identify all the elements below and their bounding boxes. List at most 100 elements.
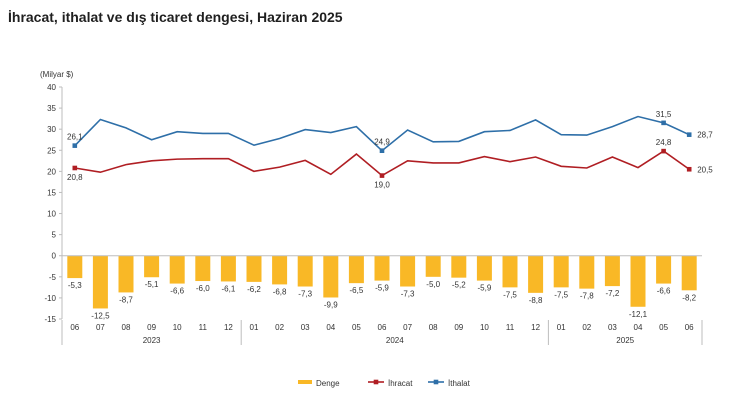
denge-bar [553, 255, 569, 288]
denge-data-label: -7,3 [298, 290, 312, 299]
y-tick-label: 10 [47, 210, 56, 219]
ihracat-marker [72, 165, 78, 171]
denge-data-label: -7,2 [606, 289, 620, 298]
denge-bar [656, 255, 672, 284]
denge-data-label: -7,5 [503, 290, 517, 299]
x-tick-label: 12 [224, 323, 233, 332]
y-tick-label: 5 [52, 231, 57, 240]
x-tick-label: 09 [147, 323, 156, 332]
ihracat-marker [686, 166, 692, 172]
x-tick-label: 05 [659, 323, 668, 332]
ithalat-marker [72, 143, 78, 148]
x-tick-label: 12 [531, 323, 540, 332]
denge-data-label: -7,5 [554, 290, 568, 299]
denge-data-label: -5,1 [145, 280, 159, 289]
year-label: 2024 [386, 336, 404, 345]
legend-marker-ihracat [373, 379, 379, 385]
y-tick-label: 25 [47, 146, 56, 155]
ithalat-data-label: 31,5 [656, 110, 672, 119]
x-tick-label: 06 [378, 323, 387, 332]
ihracat-marker [379, 173, 385, 178]
y-tick-label: 35 [47, 104, 56, 113]
chart-title: İhracat, ithalat ve dış ticaret dengesi,… [8, 9, 343, 25]
denge-bar [348, 255, 364, 284]
y-tick-label: 40 [47, 83, 56, 92]
legend-label-ihracat: İhracat [388, 379, 413, 388]
ithalat-marker [379, 148, 385, 153]
denge-data-label: -5,2 [452, 281, 466, 290]
x-tick-label: 03 [608, 323, 617, 332]
y-axis-label: (Milyar $) [40, 70, 74, 79]
denge-bar [528, 255, 544, 293]
denge-data-label: -6,6 [657, 287, 671, 296]
denge-bar [604, 255, 620, 287]
denge-bar [400, 255, 416, 287]
denge-bar [476, 255, 492, 281]
denge-bar [374, 255, 390, 281]
x-tick-label: 09 [454, 323, 463, 332]
denge-bar [220, 255, 236, 282]
x-tick-label: 04 [326, 323, 335, 332]
ihracat-line [74, 150, 690, 177]
denge-data-label: -6,6 [170, 287, 184, 296]
year-label: 2025 [616, 336, 634, 345]
y-tick-label: 20 [47, 167, 56, 176]
x-tick-label: 06 [70, 323, 79, 332]
x-tick-label: 10 [173, 323, 182, 332]
x-tick-label: 11 [199, 323, 208, 332]
legend-label-ithalat: İthalat [448, 379, 471, 388]
x-tick-label: 01 [250, 323, 259, 332]
x-tick-label: 02 [275, 323, 284, 332]
denge-data-label: -5,0 [426, 280, 440, 289]
y-tick-label: 0 [52, 252, 57, 261]
ihracat-data-label: 24,8 [656, 138, 672, 147]
x-tick-label: 11 [506, 323, 515, 332]
ithalat-data-label: 24,9 [374, 138, 390, 147]
denge-bar [323, 255, 339, 298]
denge-data-label: -8,7 [119, 295, 133, 304]
denge-data-label: -8,8 [529, 296, 543, 305]
denge-data-label: -9,9 [324, 300, 338, 309]
denge-bar [169, 255, 185, 284]
y-tick-label: -10 [44, 294, 56, 303]
x-tick-label: 03 [301, 323, 310, 332]
denge-bar [118, 255, 134, 293]
year-label: 2023 [143, 336, 161, 345]
legend-marker-ithalat [433, 379, 439, 385]
denge-bar [681, 255, 697, 291]
denge-bar [630, 255, 646, 307]
denge-bar [246, 255, 262, 282]
y-tick-label: -5 [49, 273, 57, 282]
legend-swatch-denge [298, 380, 312, 384]
denge-data-label: -6,0 [196, 284, 210, 293]
ithalat-data-label: 28,7 [697, 131, 713, 140]
denge-data-label: -8,2 [682, 293, 696, 302]
ihracat-data-label: 19,0 [374, 181, 390, 190]
denge-data-label: -6,1 [222, 284, 236, 293]
x-tick-label: 05 [352, 323, 361, 332]
denge-bar [195, 255, 211, 282]
denge-data-label: -7,8 [580, 292, 594, 301]
denge-data-label: -12,5 [91, 311, 110, 320]
denge-bar [144, 255, 160, 278]
denge-bar [272, 255, 288, 285]
y-tick-label: -15 [44, 315, 56, 324]
x-tick-label: 04 [634, 323, 643, 332]
denge-data-label: -6,5 [350, 286, 364, 295]
denge-bar [425, 255, 441, 277]
x-tick-label: 08 [429, 323, 438, 332]
denge-data-label: -5,9 [375, 284, 389, 293]
denge-bar [297, 255, 313, 287]
x-tick-label: 10 [480, 323, 489, 332]
denge-data-label: -6,2 [247, 285, 261, 294]
x-tick-label: 07 [96, 323, 105, 332]
x-tick-label: 02 [582, 323, 591, 332]
ithalat-marker [661, 120, 666, 126]
ihracat-data-label: 20,5 [697, 165, 713, 174]
y-tick-label: 30 [47, 125, 56, 134]
y-tick-label: 15 [47, 188, 56, 197]
denge-bar [502, 255, 518, 288]
x-tick-label: 01 [557, 323, 566, 332]
denge-data-label: -5,9 [478, 284, 492, 293]
